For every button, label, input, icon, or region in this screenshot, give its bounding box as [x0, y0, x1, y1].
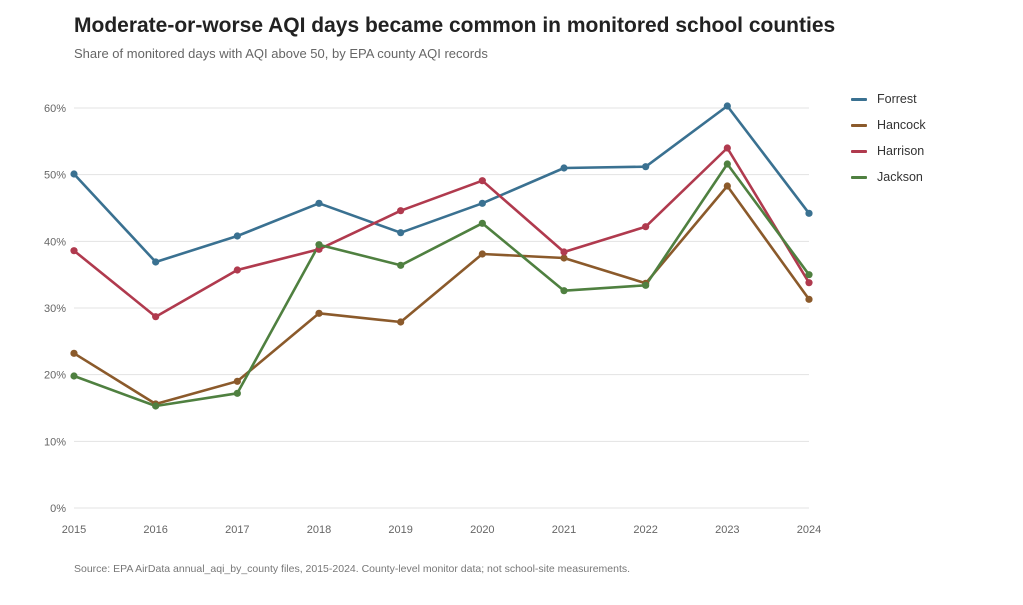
data-point-jackson-2017	[233, 389, 241, 397]
legend-item-forrest: Forrest	[851, 86, 926, 112]
x-tick-label: 2017	[225, 524, 249, 536]
x-axis-tick-labels: 2015 2016 2017 2018 2019 2020 2021 2022 2023 2024	[62, 524, 821, 536]
legend-swatch	[851, 149, 867, 153]
x-tick-label: 2024	[797, 524, 821, 536]
legend-swatch	[851, 175, 867, 179]
y-tick-label: 40%	[44, 236, 66, 248]
x-tick-label: 2016	[143, 524, 167, 536]
series-line-jackson	[72, 162, 811, 408]
y-tick-label: 30%	[44, 303, 66, 315]
chart-subtitle: Share of monitored days with AQI above 5…	[74, 46, 488, 61]
data-point-jackson-2019	[397, 261, 405, 269]
data-point-harrison-2019	[397, 207, 405, 215]
series-line-harrison	[72, 146, 811, 318]
series-line-hancock	[72, 184, 811, 406]
legend: Forrest Hancock Harrison Jackson	[851, 86, 926, 190]
data-point-forrest-2018	[315, 199, 323, 207]
data-point-forrest-2020	[478, 199, 486, 207]
data-point-forrest-2015	[70, 170, 78, 178]
legend-swatch	[851, 97, 867, 101]
data-point-harrison-2024	[805, 279, 813, 287]
data-point-harrison-2016	[152, 313, 160, 321]
data-point-jackson-2020	[478, 219, 486, 227]
y-tick-label: 50%	[44, 170, 66, 182]
y-tick-label: 60%	[44, 103, 66, 115]
legend-label: Jackson	[877, 170, 923, 184]
series-line-forrest	[72, 104, 811, 264]
data-point-harrison-2017	[233, 266, 241, 274]
data-point-harrison-2023	[723, 144, 731, 152]
series-lines	[72, 104, 811, 408]
data-point-harrison-2020	[478, 177, 486, 185]
data-point-hancock-2015	[70, 349, 78, 357]
data-point-hancock-2019	[397, 318, 405, 326]
legend-item-hancock: Hancock	[851, 112, 926, 138]
data-point-hancock-2024	[805, 295, 813, 303]
y-tick-label: 10%	[44, 436, 66, 448]
x-tick-label: 2022	[633, 524, 657, 536]
x-tick-label: 2018	[307, 524, 331, 536]
y-axis-tick-labels: 0% 10% 20% 30% 40% 50% 60%	[44, 103, 66, 515]
data-point-forrest-2021	[560, 164, 568, 172]
data-point-hancock-2020	[478, 250, 486, 258]
legend-label: Forrest	[877, 92, 917, 106]
x-tick-label: 2023	[715, 524, 739, 536]
legend-swatch	[851, 123, 867, 127]
x-tick-label: 2019	[388, 524, 412, 536]
data-point-forrest-2023	[723, 102, 731, 110]
data-point-hancock-2023	[723, 182, 731, 190]
data-point-jackson-2024	[805, 271, 813, 279]
legend-label: Hancock	[877, 118, 926, 132]
data-point-harrison-2015	[70, 247, 78, 255]
series-points	[70, 102, 813, 410]
x-tick-label: 2021	[552, 524, 576, 536]
data-point-forrest-2024	[805, 209, 813, 217]
gridlines	[74, 107, 809, 509]
data-point-hancock-2021	[560, 254, 568, 262]
data-point-jackson-2015	[70, 372, 78, 380]
data-point-hancock-2018	[315, 309, 323, 317]
source-note: Source: EPA AirData annual_aqi_by_county…	[74, 563, 631, 575]
data-point-harrison-2022	[642, 223, 650, 231]
data-point-forrest-2017	[233, 232, 241, 240]
data-point-forrest-2019	[397, 229, 405, 237]
data-point-jackson-2016	[152, 402, 160, 410]
data-point-forrest-2016	[152, 258, 160, 266]
y-tick-label: 20%	[44, 370, 66, 382]
legend-label: Harrison	[877, 144, 925, 158]
data-point-jackson-2021	[560, 287, 568, 295]
x-tick-label: 2020	[470, 524, 494, 536]
data-point-jackson-2023	[723, 160, 731, 168]
data-point-harrison-2021	[560, 248, 568, 256]
chart-title: Moderate-or-worse AQI days became common…	[74, 14, 836, 37]
data-point-jackson-2018	[315, 241, 323, 249]
y-tick-label: 0%	[50, 503, 66, 515]
data-point-forrest-2022	[642, 163, 650, 171]
legend-item-harrison: Harrison	[851, 138, 926, 164]
data-point-hancock-2017	[233, 377, 241, 385]
legend-item-jackson: Jackson	[851, 164, 926, 190]
data-point-jackson-2022	[642, 281, 650, 289]
x-tick-label: 2015	[62, 524, 86, 536]
